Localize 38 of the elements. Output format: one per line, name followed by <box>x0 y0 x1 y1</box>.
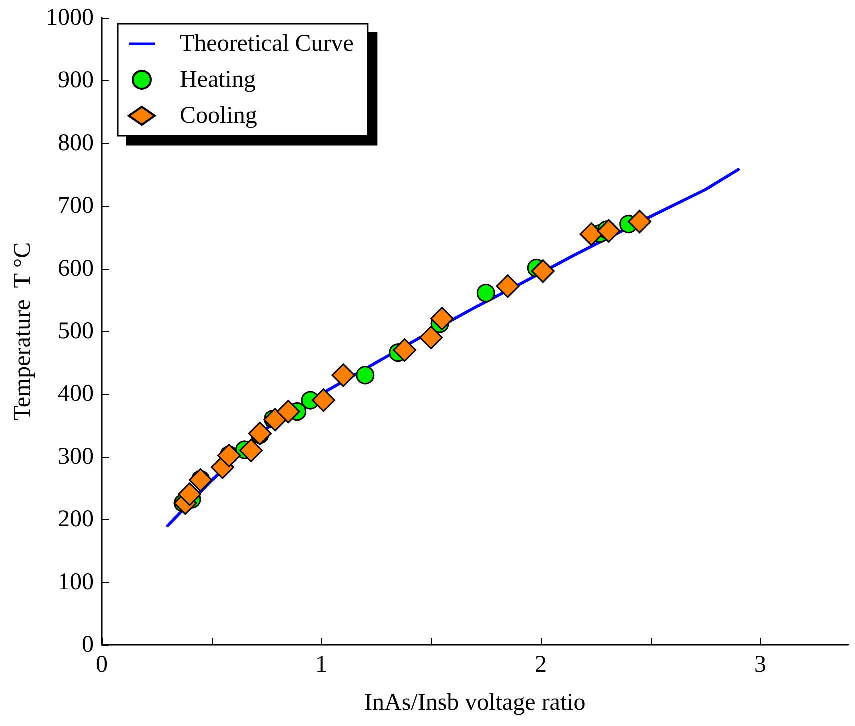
point <box>248 422 272 446</box>
point <box>356 366 375 385</box>
point <box>332 364 356 388</box>
point <box>189 468 213 492</box>
x-tick-label: 2 <box>535 652 547 678</box>
x-tick-label: 3 <box>754 652 766 678</box>
y-tick-label: 200 <box>58 506 94 533</box>
point <box>276 400 300 424</box>
point <box>393 338 417 362</box>
y-tick-label: 500 <box>58 318 94 344</box>
y-axis-title: Temperature T °C <box>10 242 36 421</box>
point <box>628 210 652 234</box>
y-tick-label: 700 <box>58 193 94 220</box>
point <box>420 326 443 350</box>
y-tick-label: 800 <box>58 130 94 156</box>
y-tick-label: 400 <box>58 381 94 408</box>
point <box>218 444 242 468</box>
line-series <box>166 168 740 528</box>
y-tick-label: 300 <box>58 444 94 470</box>
y-tick-label: 100 <box>58 569 94 596</box>
legend-label: Heating <box>180 67 256 93</box>
y-tick-label: 1000 <box>46 5 94 31</box>
legend-label: Cooling <box>180 103 258 129</box>
point <box>580 222 604 246</box>
point <box>597 219 621 243</box>
y-tick-label: 900 <box>58 68 94 94</box>
point <box>240 438 264 462</box>
y-tick-label: 0 <box>82 632 94 658</box>
point <box>264 408 288 432</box>
point <box>496 274 520 298</box>
x-tick-label: 1 <box>316 652 328 678</box>
point <box>430 307 454 331</box>
point <box>476 284 496 302</box>
y-tick-label: 600 <box>58 256 94 282</box>
point <box>531 260 555 284</box>
point <box>312 388 336 412</box>
legend-label: Theoretical Curve <box>180 31 354 57</box>
x-axis-title: InAs/Insb voltage ratio <box>364 690 586 716</box>
